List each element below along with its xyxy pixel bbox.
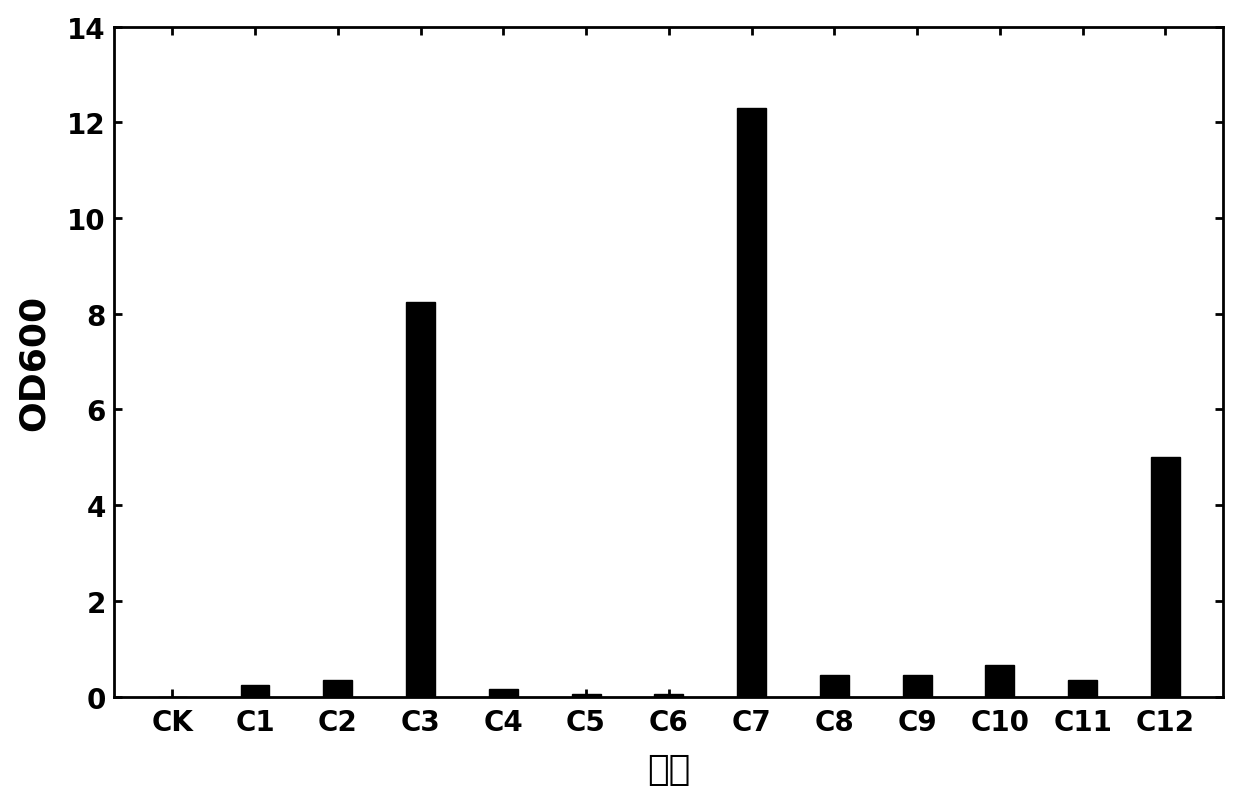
Bar [903, 675, 931, 697]
Y-axis label: OD600: OD600 [16, 294, 51, 430]
Bar [572, 695, 600, 697]
X-axis label: 菌株: 菌株 [647, 752, 691, 786]
Bar [405, 303, 435, 697]
Bar [986, 666, 1014, 697]
Bar [1151, 458, 1180, 697]
Bar [820, 675, 849, 697]
Bar [655, 695, 683, 697]
Bar [241, 685, 269, 697]
Bar [1068, 680, 1097, 697]
Bar [489, 690, 518, 697]
Bar [737, 109, 766, 697]
Bar [324, 680, 352, 697]
